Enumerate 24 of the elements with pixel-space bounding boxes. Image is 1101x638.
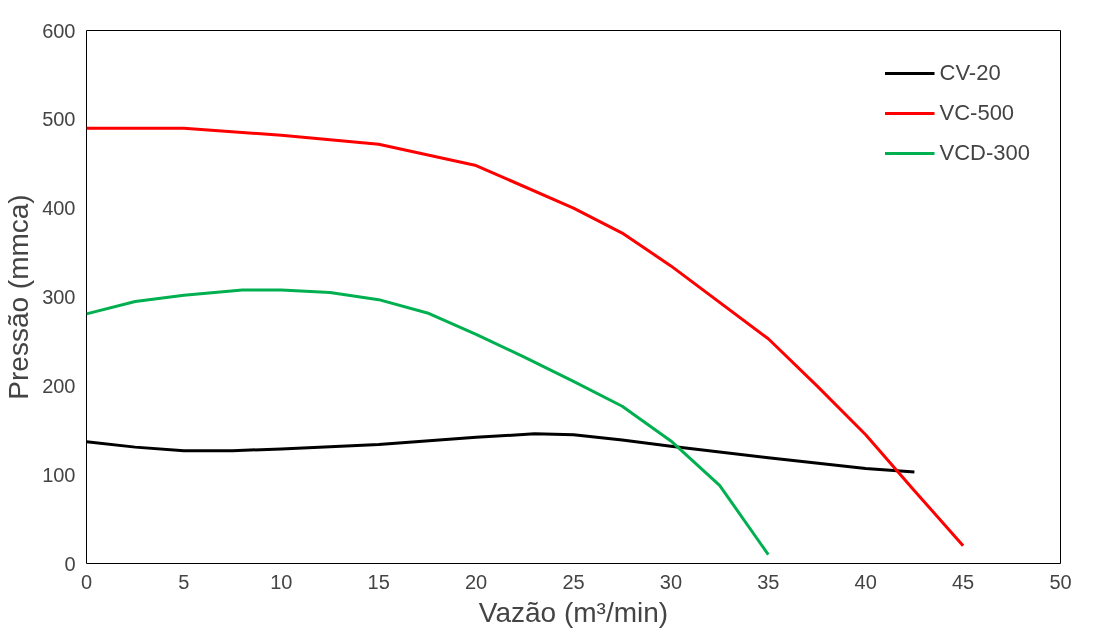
x-tick-label: 25 xyxy=(562,570,585,593)
x-tick-label: 50 xyxy=(1049,570,1072,593)
y-tick-label: 400 xyxy=(42,197,76,220)
legend-label: VCD-300 xyxy=(939,140,1030,166)
y-tick-label: 0 xyxy=(64,552,76,575)
y-tick-label: 600 xyxy=(42,19,76,42)
y-tick-label: 200 xyxy=(42,374,76,397)
y-tick-label: 100 xyxy=(42,463,76,486)
x-tick-label: 20 xyxy=(464,570,488,593)
y-tick-label: 500 xyxy=(42,108,76,131)
x-tick-label: 5 xyxy=(178,570,190,593)
y-axis-title: Pressão (mmca) xyxy=(3,194,35,400)
legend-label: CV-20 xyxy=(939,60,1001,86)
legend-label: VC-500 xyxy=(939,100,1015,126)
y-tick-label: 300 xyxy=(42,286,76,308)
x-tick-label: 0 xyxy=(80,570,93,593)
line-series xyxy=(86,288,770,557)
x-tick-label: 45 xyxy=(951,570,975,593)
x-tick-label: 10 xyxy=(270,570,293,593)
x-tick-label: 15 xyxy=(367,570,390,593)
x-tick-label: 35 xyxy=(757,570,780,593)
x-axis-title: Vazão (m³/min) xyxy=(478,596,669,628)
x-tick-label: 40 xyxy=(854,570,877,593)
x-tick-label: 30 xyxy=(659,570,683,593)
